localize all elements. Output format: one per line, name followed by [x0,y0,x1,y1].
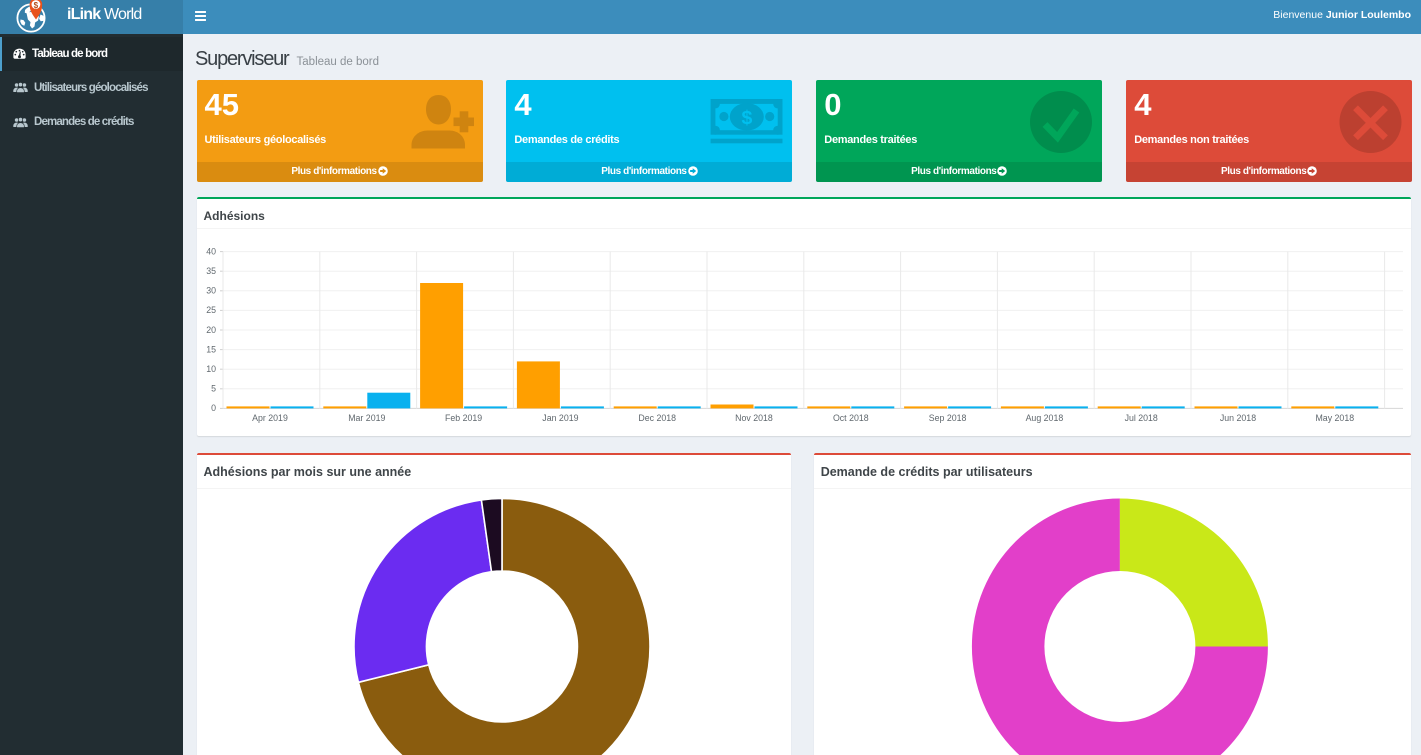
svg-text:35: 35 [206,266,216,276]
svg-text:Mar 2019: Mar 2019 [348,412,385,422]
svg-text:$: $ [34,1,39,10]
svg-text:10: 10 [206,364,216,374]
svg-text:Dec 2018: Dec 2018 [638,412,676,422]
svg-text:Feb 2019: Feb 2019 [445,412,482,422]
svg-text:20: 20 [206,324,216,334]
svg-text:Sep 2018: Sep 2018 [928,412,966,422]
svg-text:5: 5 [211,383,216,393]
svg-text:Jun 2018: Jun 2018 [1219,412,1255,422]
svg-text:Apr 2019: Apr 2019 [252,412,288,422]
svg-text:$: $ [741,107,752,129]
svg-text:40: 40 [206,246,216,256]
svg-text:Aug 2018: Aug 2018 [1025,412,1063,422]
svg-text:May 2018: May 2018 [1315,412,1354,422]
svg-text:30: 30 [206,285,216,295]
svg-text:Jan 2019: Jan 2019 [542,412,578,422]
svg-text:Nov 2018: Nov 2018 [735,412,773,422]
svg-text:15: 15 [206,344,216,354]
svg-text:Jul 2018: Jul 2018 [1124,412,1157,422]
svg-text:25: 25 [206,305,216,315]
svg-text:0: 0 [211,403,216,413]
svg-text:Oct 2018: Oct 2018 [832,412,868,422]
